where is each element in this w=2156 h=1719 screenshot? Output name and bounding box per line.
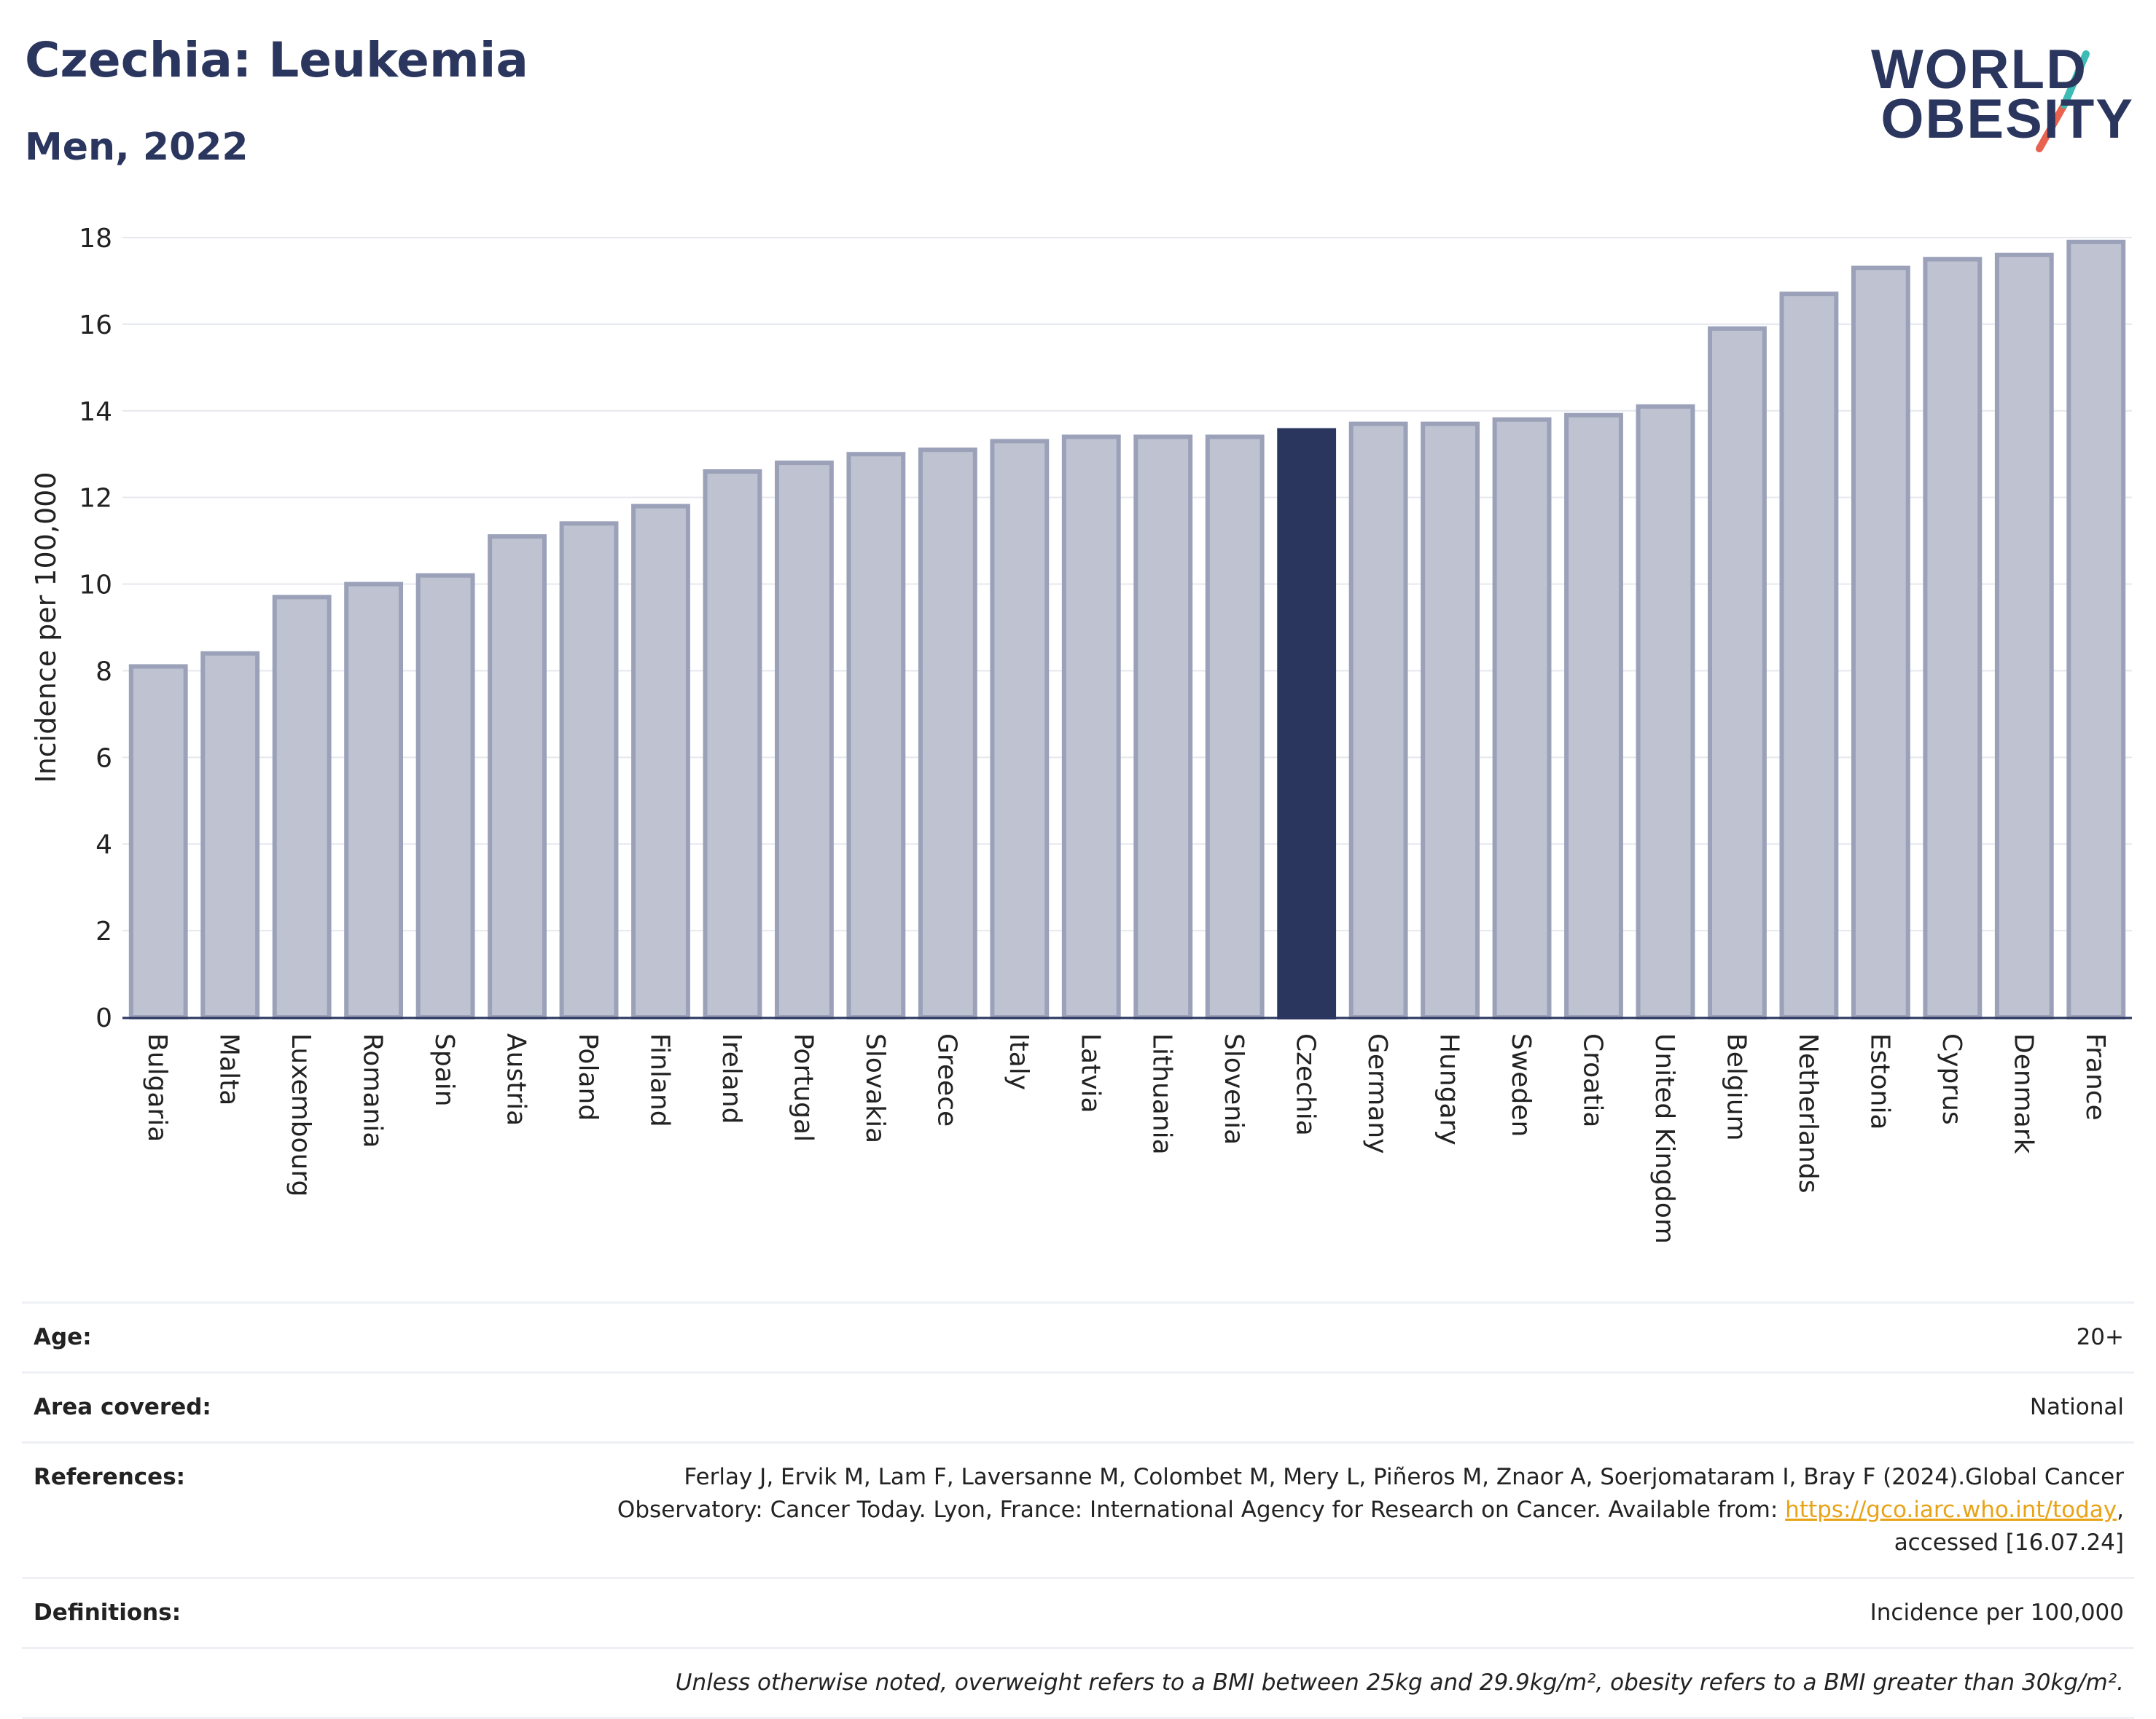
x-tick-label: Croatia [1578,1033,1608,1127]
x-tick-label: Lithuania [1147,1033,1177,1155]
references-text-4: accessed [16.07.24] [1894,1529,2124,1556]
x-tick-label: Hungary [1434,1033,1464,1146]
bar-france [2066,239,2126,1019]
references-text-3: , [2117,1496,2124,1523]
metadata-table: Age: 20+ Area covered: National Referenc… [22,1301,2134,1719]
x-tick-label: Belgium [1721,1033,1751,1141]
x-tick-label: Malta [214,1033,244,1105]
bar-czechia [1277,428,1337,1019]
x-tick-label: France [2080,1033,2110,1121]
bar-malta [200,651,260,1020]
y-tick-label: 10 [79,571,112,600]
bar-ireland [703,469,762,1019]
bar-germany [1348,421,1408,1020]
y-axis-label: Incidence per 100,000 [30,471,62,783]
age-value: 20+ [2076,1324,2124,1350]
x-tick-label: Bulgaria [142,1033,172,1142]
bar-denmark [1994,252,2054,1019]
x-tick-label: Cyprus [1937,1033,1966,1125]
bar-hungary [1421,421,1480,1020]
bar-slovakia [846,452,906,1019]
x-tick-label: Slovenia [1219,1033,1249,1145]
bar-finland [631,504,690,1019]
page-title: Czechia: Leukemia [25,32,528,88]
y-tick-label: 16 [79,310,112,340]
age-label: Age: [34,1324,92,1350]
bar-chart: 0 2 4 6 8 10 12 14 16 18 Bulgaria Malta Luxembourg R… [30,224,2132,1244]
x-tick-label: Netherlands [1793,1033,1823,1193]
y-tick-label: 0 [95,1003,112,1033]
bar-lithuania [1133,434,1193,1019]
bmi-note: Unless otherwise noted, overweight refer… [675,1669,2124,1696]
references-link[interactable]: https://gco.iarc.who.int/today [1785,1496,2117,1523]
bar-poland [559,521,619,1020]
meta-row-area: Area covered: National [22,1371,2134,1441]
y-tick-label: 6 [95,743,112,773]
references-text-2: Observatory: Cancer Today. Lyon, France:… [617,1496,1786,1523]
x-tick-label: Slovakia [860,1033,890,1143]
bar-belgium [1708,326,1767,1020]
x-axis-labels: Bulgaria Malta Luxembourg Romania Spain Austr… [142,1033,2110,1244]
references-value: Ferlay J, Ervik M, Lam F, Laversanne M, … [617,1461,2124,1559]
meta-row-definitions: Definitions: Incidence per 100,000 [22,1576,2134,1647]
bar-greece [918,447,977,1019]
x-tick-label: Germany [1362,1033,1392,1154]
x-tick-label: Estonia [1864,1033,1894,1130]
x-tick-label: Italy [1004,1033,1034,1090]
x-tick-label: Czechia [1291,1033,1321,1136]
x-tick-label: Greece [931,1033,961,1127]
x-tick-label: Spain [429,1033,459,1107]
x-tick-label: Sweden [1506,1033,1536,1137]
y-tick-label: 18 [79,224,112,254]
meta-row-note: Unless otherwise noted, overweight refer… [22,1646,2134,1719]
bar-spain [415,573,475,1019]
y-tick-label: 12 [79,484,112,514]
logo-slash-icon [2036,50,2090,152]
area-value: National [2029,1393,2124,1420]
bar-bulgaria [128,664,188,1019]
x-tick-label: Luxembourg [286,1033,316,1197]
y-tick-label: 14 [79,397,112,427]
bar-romania [344,582,404,1019]
x-tick-label: Denmark [2008,1033,2038,1154]
meta-row-age: Age: 20+ [22,1301,2134,1371]
x-tick-label: Portugal [788,1033,818,1142]
x-tick-label: Poland [573,1033,603,1121]
references-label: References: [34,1463,186,1490]
x-tick-label: Finland [644,1033,674,1127]
page-subtitle: Men, 2022 [25,125,249,169]
x-tick-label: United Kingdom [1649,1033,1679,1244]
bar-estonia [1851,265,1910,1020]
references-text-1: Ferlay J, Ervik M, Lam F, Laversanne M, … [684,1463,2124,1490]
x-tick-label: Romania [358,1033,388,1148]
bar-austria [488,534,547,1019]
area-label: Area covered: [34,1393,211,1420]
y-tick-label: 4 [95,830,112,860]
bar-sweden [1492,417,1552,1019]
logo-word-world: WORLD [1870,39,2087,101]
world-obesity-logo: WORLD OBESITY [1871,29,2134,160]
bar-cyprus [1923,257,1983,1020]
definitions-value: Incidence per 100,000 [1870,1599,2124,1626]
definitions-label: Definitions: [34,1599,181,1626]
y-tick-label: 8 [95,657,112,686]
x-tick-label: Latvia [1075,1033,1105,1113]
bar-croatia [1564,412,1623,1019]
bar-portugal [774,461,834,1020]
bar-united-kingdom [1636,404,1695,1020]
y-tick-label: 2 [95,917,112,947]
bar-slovenia [1205,434,1265,1019]
y-axis-ticks: 0 2 4 6 8 10 12 14 16 18 [79,224,112,1033]
bar-italy [990,439,1050,1019]
bars [128,239,2126,1020]
x-tick-label: Ireland [716,1033,746,1124]
x-tick-label: Austria [501,1033,531,1126]
bar-luxembourg [272,595,332,1019]
logo-word-obesity: OBESITY [1880,88,2134,150]
bar-netherlands [1779,291,1839,1019]
bar-latvia [1061,434,1121,1019]
meta-row-references: References: Ferlay J, Ervik M, Lam F, La… [22,1441,2134,1577]
